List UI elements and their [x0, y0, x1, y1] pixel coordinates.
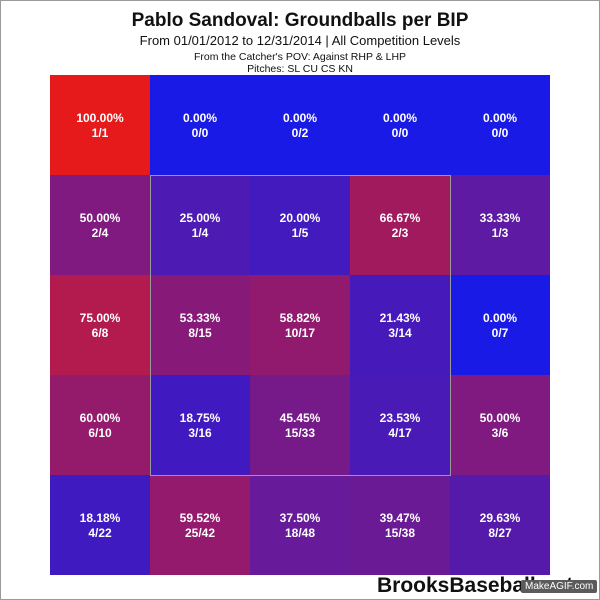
cell-count-label: 10/17 — [285, 326, 315, 340]
pitch-types-note: Pitches: SL CU CS KN — [247, 63, 353, 75]
heatmap-cell-r3-c0 — [50, 375, 150, 475]
heatmap-cell-r3-c3 — [350, 375, 450, 475]
cell-percent-label: 0.00% — [383, 111, 417, 125]
cell-count-label: 4/17 — [388, 426, 412, 440]
cell-percent-label: 25.00% — [180, 211, 221, 225]
chart-title: Pablo Sandoval: Groundballs per BIP — [131, 10, 469, 31]
heatmap-cell-r0-c1 — [150, 75, 250, 175]
heatmap-cell-r4-c1 — [150, 475, 250, 575]
cell-count-label: 1/4 — [192, 226, 209, 240]
cell-count-label: 0/0 — [392, 126, 409, 140]
cell-count-label: 0/7 — [492, 326, 509, 340]
heatmap-cell-r0-c4 — [450, 75, 550, 175]
cell-percent-label: 23.53% — [380, 411, 421, 425]
cell-count-label: 0/0 — [492, 126, 509, 140]
cell-percent-label: 21.43% — [380, 311, 421, 325]
heatmap-cell-r4-c4 — [450, 475, 550, 575]
cell-percent-label: 58.82% — [280, 311, 321, 325]
cell-count-label: 2/3 — [392, 226, 409, 240]
cell-percent-label: 100.00% — [76, 111, 124, 125]
heatmap-cell-r1-c3 — [350, 175, 450, 275]
cell-percent-label: 33.33% — [480, 211, 521, 225]
heatmap-cell-r0-c0 — [50, 75, 150, 175]
cell-count-label: 3/14 — [388, 326, 412, 340]
cell-count-label: 1/3 — [492, 226, 509, 240]
heatmap-cell-r4-c2 — [250, 475, 350, 575]
cell-percent-label: 18.75% — [180, 411, 221, 425]
heatmap-cell-r0-c3 — [350, 75, 450, 175]
cell-count-label: 0/0 — [192, 126, 209, 140]
heatmap-cell-r3-c1 — [150, 375, 250, 475]
cell-percent-label: 50.00% — [480, 411, 521, 425]
cell-count-label: 25/42 — [185, 526, 215, 540]
cell-count-label: 6/10 — [88, 426, 112, 440]
heatmap-cell-r4-c0 — [50, 475, 150, 575]
heatmap-cell-r1-c2 — [250, 175, 350, 275]
cell-count-label: 0/2 — [292, 126, 309, 140]
cell-count-label: 15/33 — [285, 426, 315, 440]
cell-count-label: 15/38 — [385, 526, 415, 540]
cell-percent-label: 59.52% — [180, 511, 221, 525]
heatmap-cell-r2-c0 — [50, 275, 150, 375]
cell-count-label: 2/4 — [92, 226, 109, 240]
heatmap-cell-r1-c0 — [50, 175, 150, 275]
cell-percent-label: 0.00% — [283, 111, 317, 125]
heatmap-cell-r3-c2 — [250, 375, 350, 475]
heatmap-cell-r0-c2 — [250, 75, 350, 175]
cell-percent-label: 53.33% — [180, 311, 221, 325]
heatmap-cell-r2-c4 — [450, 275, 550, 375]
cell-count-label: 6/8 — [92, 326, 109, 340]
cell-count-label: 3/6 — [492, 426, 509, 440]
cell-count-label: 1/1 — [92, 126, 109, 140]
heatmap-cells — [50, 75, 550, 575]
heatmap-labels: 100.00%1/10.00%0/00.00%0/20.00%0/00.00%0… — [76, 111, 520, 540]
cell-percent-label: 18.18% — [80, 511, 121, 525]
cell-count-label: 1/5 — [292, 226, 309, 240]
cell-percent-label: 75.00% — [80, 311, 121, 325]
cell-percent-label: 45.45% — [280, 411, 321, 425]
chart-subtitle: From 01/01/2012 to 12/31/2014 | All Comp… — [139, 33, 461, 48]
heatmap-cell-r2-c3 — [350, 275, 450, 375]
cell-percent-label: 29.63% — [480, 511, 521, 525]
cell-percent-label: 60.00% — [80, 411, 121, 425]
cell-percent-label: 37.50% — [280, 511, 321, 525]
catcher-pov-note: From the Catcher's POV: Against RHP & LH… — [193, 51, 407, 63]
cell-percent-label: 50.00% — [80, 211, 121, 225]
cell-percent-label: 0.00% — [483, 111, 517, 125]
heatmap-cell-r2-c2 — [250, 275, 350, 375]
cell-percent-label: 39.47% — [380, 511, 421, 525]
heatmap-cell-r4-c3 — [350, 475, 450, 575]
cell-count-label: 3/16 — [188, 426, 212, 440]
heatmap-cell-r3-c4 — [450, 375, 550, 475]
cell-percent-label: 20.00% — [280, 211, 321, 225]
cell-count-label: 8/27 — [488, 526, 512, 540]
heatmap-cell-r1-c1 — [150, 175, 250, 275]
cell-count-label: 8/15 — [188, 326, 212, 340]
cell-count-label: 18/48 — [285, 526, 315, 540]
cell-percent-label: 0.00% — [183, 111, 217, 125]
makeagif-badge[interactable]: MakeAGIF.com — [521, 580, 598, 593]
cell-percent-label: 66.67% — [380, 211, 421, 225]
cell-count-label: 4/22 — [88, 526, 112, 540]
cell-percent-label: 0.00% — [483, 311, 517, 325]
heatmap-cell-r2-c1 — [150, 275, 250, 375]
strike-zone-outline — [150, 175, 451, 476]
heatmap-cell-r1-c4 — [450, 175, 550, 275]
